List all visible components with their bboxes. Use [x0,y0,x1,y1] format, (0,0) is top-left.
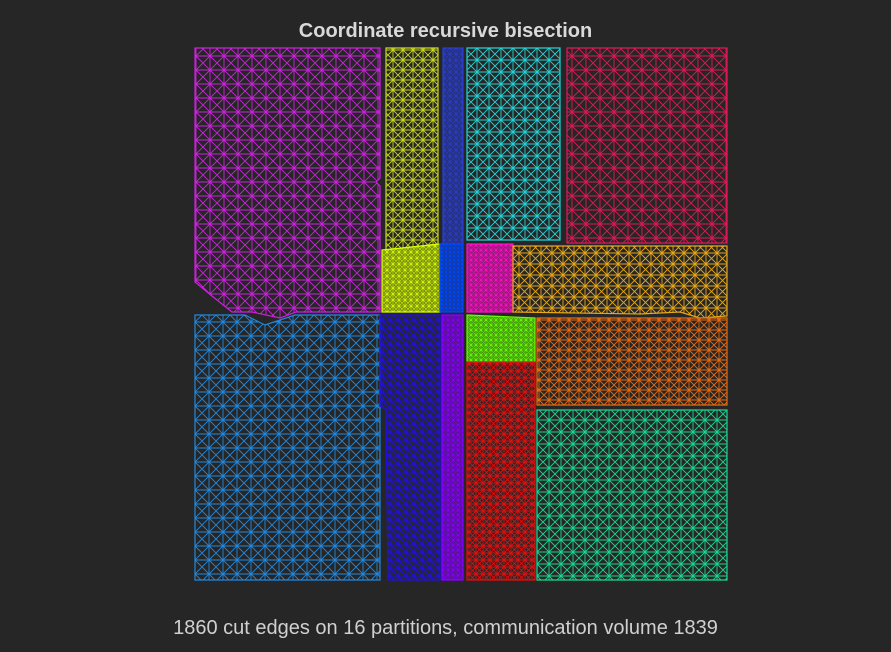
figure-title: Coordinate recursive bisection [298,20,593,42]
partition-fill-p13 [467,315,535,362]
partition-fill-p7 [440,244,463,312]
partition-region-p14 [536,317,728,406]
partition-region-p11 [379,314,441,581]
partition-region-p16 [536,409,728,581]
partition-fill-p8 [467,244,513,312]
partition-region-p4 [466,47,561,241]
partition-region-p7 [439,243,464,313]
partition-fill-p6 [382,244,440,312]
partition-region-p2 [385,47,439,251]
partition-region-p12 [441,314,464,581]
figure-caption: 1860 cut edges on 16 partitions, communi… [173,617,718,639]
partition-fill-p3 [443,48,463,244]
partition-region-p10 [194,314,381,581]
partition-region-p15 [466,361,536,581]
partition-region-p1 [194,47,381,319]
partition-region-p5 [566,47,728,244]
partition-region-p9 [512,245,728,319]
partition-fill-p12 [442,315,463,580]
